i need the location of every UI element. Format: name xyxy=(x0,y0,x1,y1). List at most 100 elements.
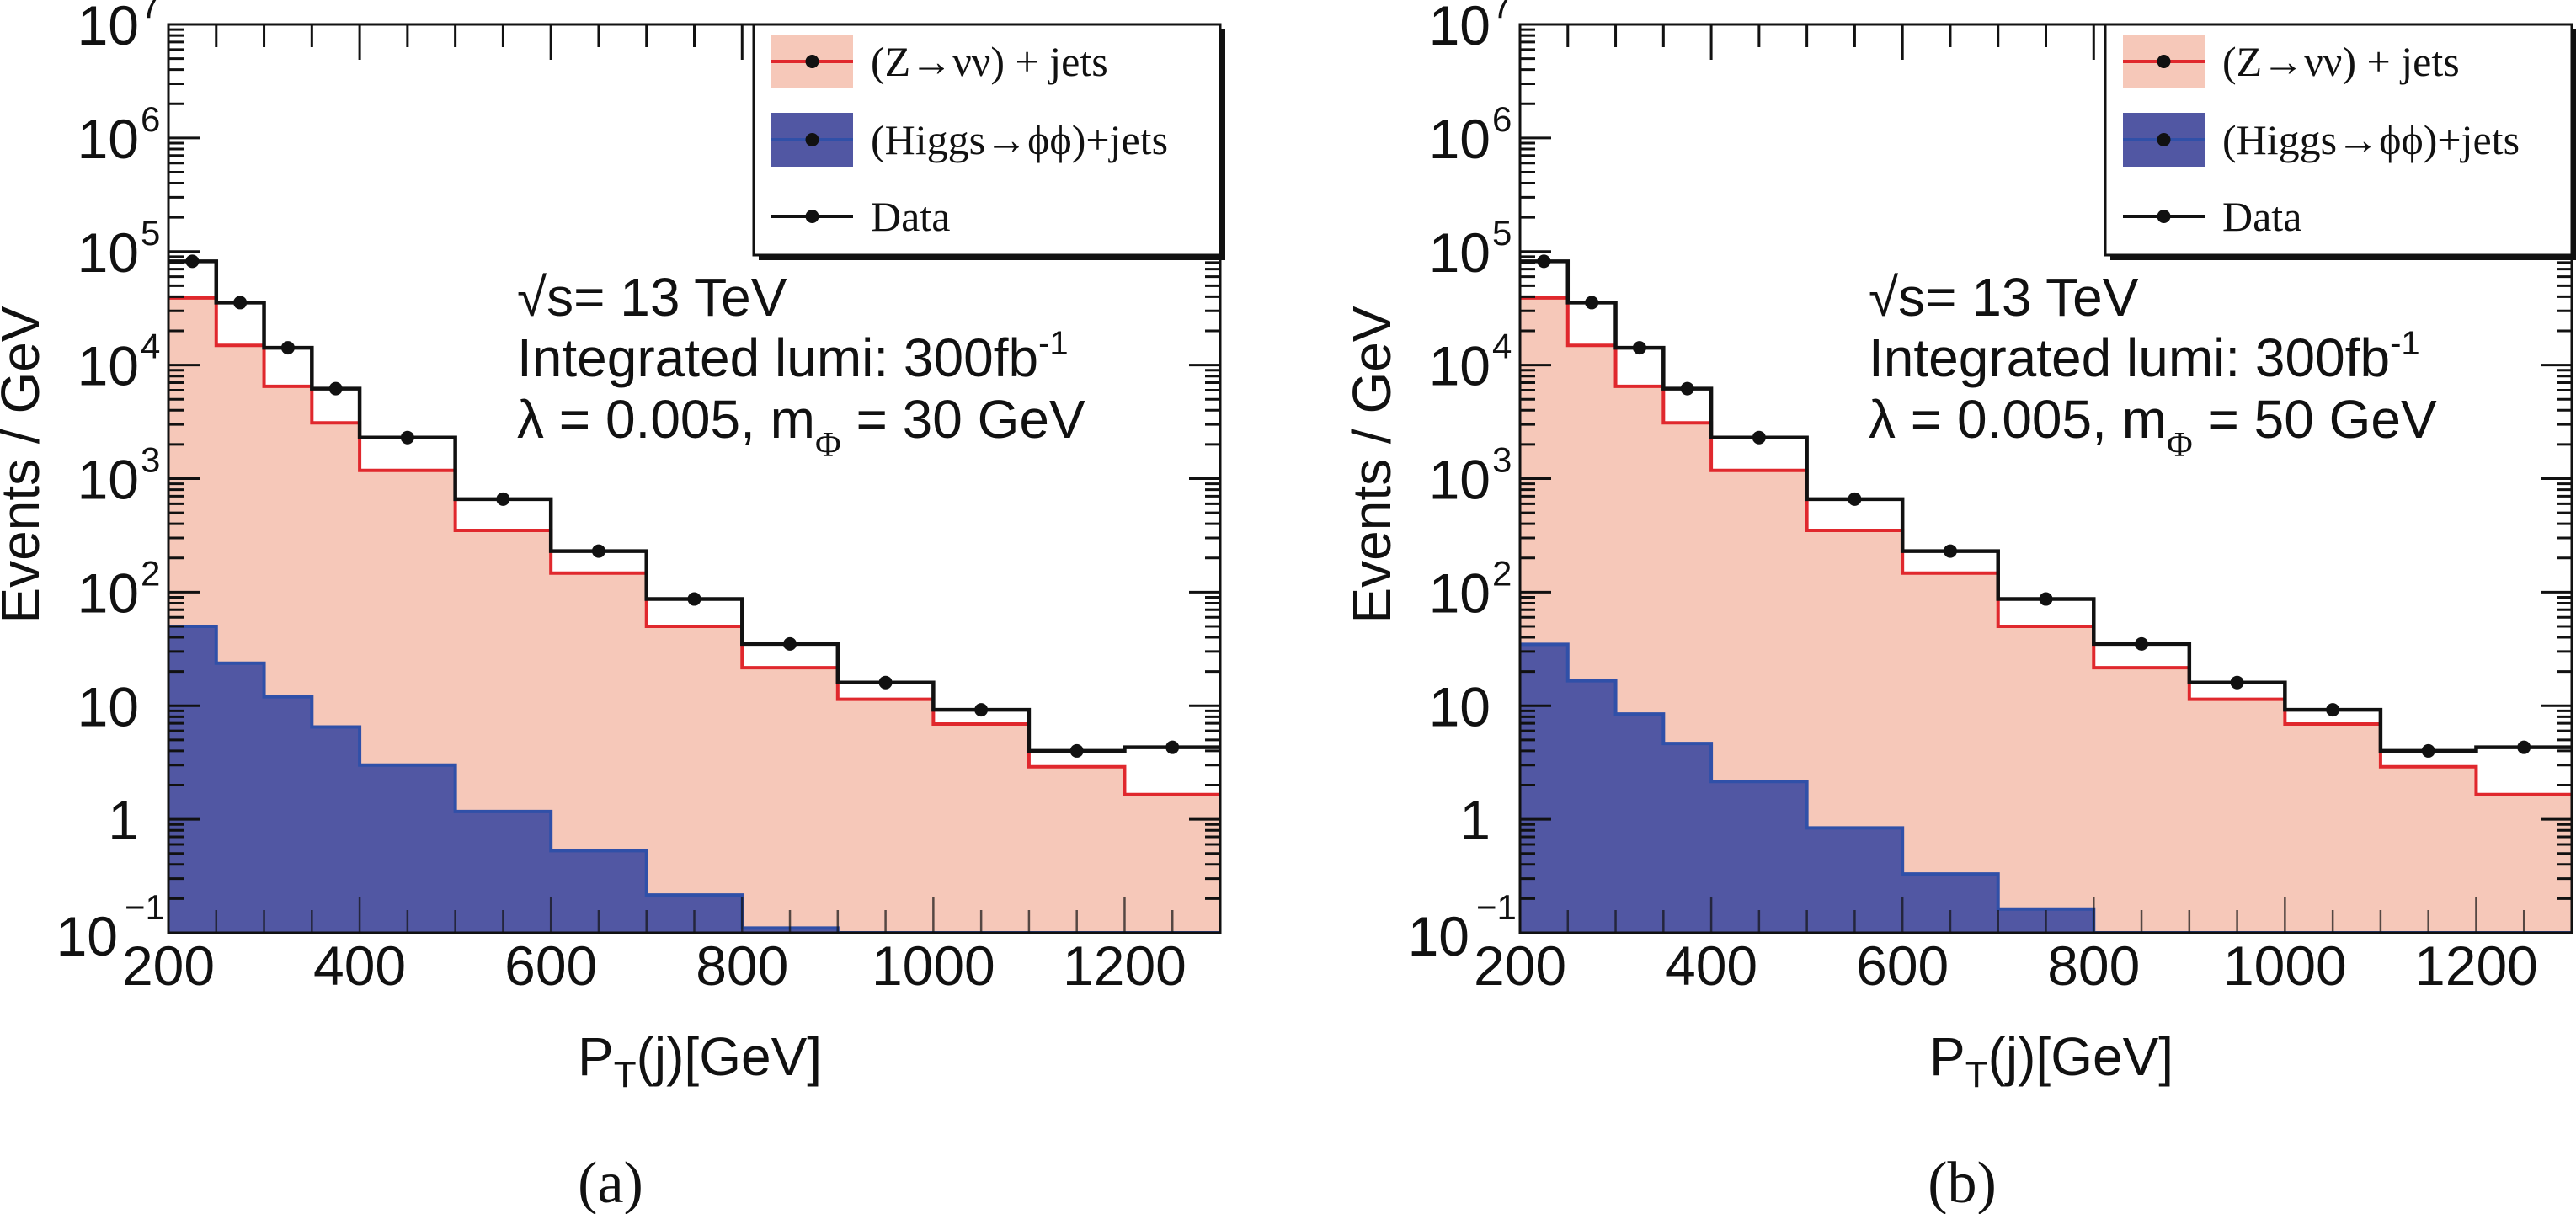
x-title-rest: (j)[GeV] xyxy=(637,1026,822,1087)
series-z-nunu xyxy=(1520,296,2572,933)
y-tick-label: 10 xyxy=(77,108,139,170)
x-axis-title: PT(j)[GeV] xyxy=(578,1026,822,1095)
params-rest: = 30 GeV xyxy=(841,389,1085,450)
series-data xyxy=(1520,254,2572,758)
legend-entry: (Higgs→ϕϕ)+jets xyxy=(771,113,1168,167)
sqrt-symbol: √ xyxy=(517,267,547,327)
legend-label: (Z→νν) + jets xyxy=(871,38,1108,85)
y-tick-label: 10 xyxy=(1429,449,1491,511)
y-tick-exponent: 3 xyxy=(141,440,160,480)
x-tick-label: 400 xyxy=(1665,934,1757,997)
series-data xyxy=(168,254,1220,758)
legend-label: (Higgs→ϕϕ)+jets xyxy=(2222,116,2520,163)
y-tick-label: 10 xyxy=(77,562,139,624)
y-tick-label: 1 xyxy=(108,789,139,851)
legend-marker xyxy=(805,210,819,223)
data-point xyxy=(1537,254,1551,269)
y-tick-exponent: 2 xyxy=(1492,553,1512,593)
y-tick-exponent: 2 xyxy=(141,553,160,593)
data-point xyxy=(783,636,797,651)
energy-text: = 13 TeV xyxy=(1925,267,2139,327)
data-point xyxy=(400,430,414,445)
legend-label: (Z→νν) + jets xyxy=(2222,38,2460,85)
y-tick-exponent: 4 xyxy=(141,327,160,366)
data-point xyxy=(233,296,248,310)
data-point xyxy=(1680,381,1694,396)
legend-label: Data xyxy=(2222,193,2301,240)
x-axis-title: PT(j)[GeV] xyxy=(1929,1026,2173,1095)
legend-label: Data xyxy=(871,193,950,240)
y-tick-exponent: 5 xyxy=(141,213,160,253)
y-tick-exponent: 3 xyxy=(1492,440,1512,480)
x-title-main: P xyxy=(1929,1026,1965,1087)
params-lambda: λ = 0.005, m xyxy=(517,389,815,450)
higgs-fill xyxy=(1520,644,2572,933)
data-point xyxy=(1943,544,1957,558)
y-tick-exponent: 7 xyxy=(1492,0,1512,25)
y-tick-label: 10 xyxy=(1429,108,1491,170)
z-nunu-fill xyxy=(1520,297,2572,933)
y-tick-exponent: −1 xyxy=(1476,887,1517,927)
params-rest: = 50 GeV xyxy=(2193,389,2437,450)
panel-caption: (a) xyxy=(578,1151,643,1214)
x-tick-label: 800 xyxy=(2047,934,2140,997)
z-nunu-outline xyxy=(168,296,1220,796)
y-tick-label: 10 xyxy=(1429,221,1491,284)
data-point xyxy=(1632,341,1646,355)
y-tick-label: 10 xyxy=(1429,675,1491,737)
legend: (Z→νν) + jets (Higgs→ϕϕ)+jets Data xyxy=(2104,23,2576,260)
x-tick-label: 1000 xyxy=(2223,934,2347,997)
params-lambda: λ = 0.005, m xyxy=(1869,389,2167,450)
data-point xyxy=(1585,296,1599,310)
data-point xyxy=(591,544,605,558)
legend-marker xyxy=(805,133,819,146)
energy-var: s xyxy=(1898,267,1925,327)
y-tick-label: 10 xyxy=(77,0,139,56)
data-point xyxy=(974,703,989,717)
legend-marker xyxy=(2157,55,2171,68)
x-tick-label: 200 xyxy=(1474,934,1566,997)
y-tick-exponent: −1 xyxy=(125,887,165,927)
x-tick-label: 200 xyxy=(122,934,215,997)
params-sub: Φ xyxy=(815,426,841,465)
energy-annotation: √s= 13 TeV xyxy=(1869,267,2139,327)
data-point xyxy=(2135,636,2149,651)
legend-entry: (Z→νν) + jets xyxy=(771,35,1108,88)
data-point xyxy=(328,381,343,396)
higgs-fill xyxy=(168,626,1220,933)
data-point xyxy=(1165,740,1180,754)
legend-marker xyxy=(2157,210,2171,223)
x-tick-label: 400 xyxy=(313,934,406,997)
panel-caption: (b) xyxy=(1928,1151,1997,1214)
y-tick-label: 10 xyxy=(1429,0,1491,56)
x-tick-label: 600 xyxy=(1856,934,1949,997)
y-tick-exponent: 6 xyxy=(141,99,160,139)
data-point xyxy=(185,254,200,269)
data-point xyxy=(1069,743,1084,758)
y-tick-exponent: 4 xyxy=(1492,327,1512,366)
lumi-sup: -1 xyxy=(2390,325,2420,362)
y-tick-label: 10 xyxy=(77,221,139,284)
x-title-sub: T xyxy=(614,1054,637,1095)
y-tick-exponent: 7 xyxy=(141,0,160,25)
data-point xyxy=(2230,675,2244,690)
x-tick-label: 800 xyxy=(696,934,788,997)
legend-marker xyxy=(2157,133,2171,146)
legend-entry: (Z→νν) + jets xyxy=(2123,35,2460,88)
y-tick-label: 10 xyxy=(1429,335,1491,397)
annotation-block: √s= 13 TeV Integrated lumi: 300fb-1 λ = … xyxy=(1869,267,2437,465)
y-tick-label: 10 xyxy=(77,675,139,737)
lumi-text: Integrated lumi: 300fb xyxy=(517,327,1038,388)
y-tick-exponent: 5 xyxy=(1492,213,1512,253)
energy-annotation: √s= 13 TeV xyxy=(517,267,787,327)
x-title-rest: (j)[GeV] xyxy=(1988,1026,2173,1087)
y-tick-label: 10 xyxy=(56,905,118,967)
energy-text: = 13 TeV xyxy=(573,267,787,327)
data-point xyxy=(280,341,295,355)
legend-entry: (Higgs→ϕϕ)+jets xyxy=(2123,113,2520,167)
x-tick-label: 1200 xyxy=(2414,934,2538,997)
y-axis-title: Events / GeV xyxy=(0,306,51,623)
